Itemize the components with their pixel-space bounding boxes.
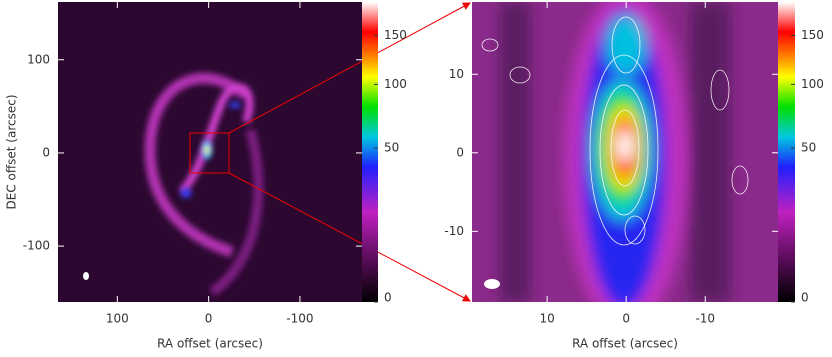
x-axis-label: RA offset (arcsec) xyxy=(572,337,678,351)
y-tick-label: -100 xyxy=(23,239,50,253)
x-tick-label: 0 xyxy=(622,312,630,326)
colorbar-tick-label: 0 xyxy=(801,291,809,305)
colorbar-tick-label: 50 xyxy=(384,141,399,155)
y-tick-label: 0 xyxy=(456,145,464,159)
x-tick-label: 100 xyxy=(106,312,129,326)
y-tick-label: 10 xyxy=(449,67,464,81)
zoom-arrow xyxy=(228,2,471,134)
y-axis-label: DEC offset (arcsec) xyxy=(5,95,19,210)
colorbar-tick-label: 150 xyxy=(801,28,824,42)
colorbar-tick-label: 100 xyxy=(801,77,824,91)
y-tick-label: 0 xyxy=(42,145,50,159)
x-tick-label: -10 xyxy=(695,312,715,326)
colorbar xyxy=(778,2,795,302)
y-tick-label: 100 xyxy=(27,52,50,66)
right-image xyxy=(472,2,778,302)
x-tick-label: -100 xyxy=(286,312,313,326)
y-tick-label: -10 xyxy=(444,224,464,238)
colorbar-tick-label: 50 xyxy=(801,141,816,155)
colorbar xyxy=(362,2,378,302)
x-tick-label: 0 xyxy=(205,312,213,326)
x-tick-label: 10 xyxy=(539,312,554,326)
colorbar-tick-label: 100 xyxy=(384,77,407,91)
colorbar-tick-label: 0 xyxy=(384,291,392,305)
left-image xyxy=(58,2,362,302)
x-axis-label: RA offset (arcsec) xyxy=(157,337,263,351)
zoom-arrow xyxy=(228,172,471,302)
colorbar-tick-label: 150 xyxy=(384,28,407,42)
